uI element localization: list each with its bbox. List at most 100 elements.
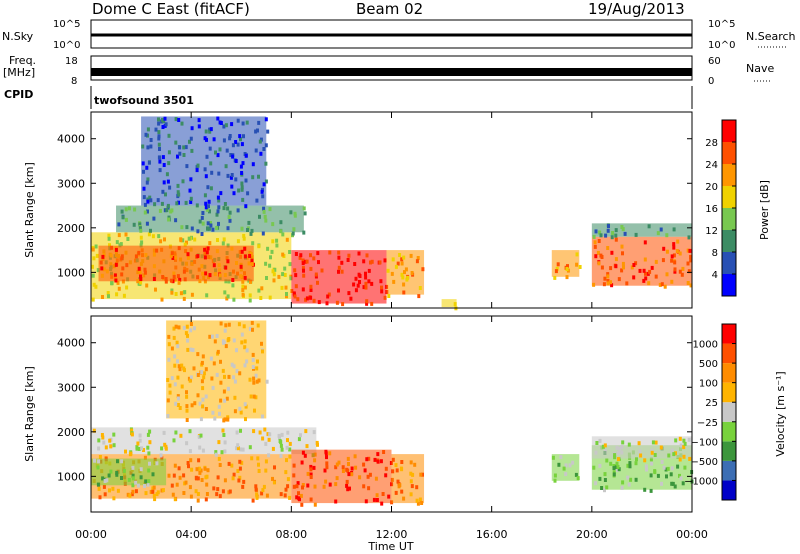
power-cell <box>217 205 221 210</box>
velocity-cell <box>267 453 271 458</box>
velocity-cell <box>601 444 605 449</box>
power-cell <box>162 180 166 185</box>
velocity-cell <box>130 432 134 437</box>
velocity-cell <box>666 466 670 471</box>
power-cell <box>157 234 161 239</box>
power-cell <box>224 265 228 270</box>
velocity-cell <box>325 461 329 466</box>
power-cell <box>157 130 161 135</box>
power-cell <box>270 249 274 254</box>
power-cell <box>120 254 124 259</box>
power-cell <box>154 287 157 292</box>
power-cell <box>268 295 272 300</box>
power-cell <box>223 202 227 206</box>
velocity-cell <box>176 394 180 399</box>
velocity-cell <box>615 461 619 466</box>
power-cell <box>309 284 313 289</box>
power-cell <box>107 294 110 299</box>
velocity-cell <box>131 476 135 481</box>
velocity-y-label: Slant Range [km] <box>23 366 36 462</box>
velocity-cell <box>151 472 155 477</box>
velocity-colorbar-segment <box>722 382 736 403</box>
power-cell <box>606 228 610 233</box>
velocity-cell <box>220 450 224 455</box>
power-cell <box>109 253 113 258</box>
power-cell <box>185 164 189 169</box>
power-panel: 1000 2000 3000 4000 Slant Range [km] 4 8 12 16… <box>23 111 771 311</box>
power-cell <box>158 159 162 164</box>
power-cell <box>670 258 674 263</box>
velocity-cell <box>345 467 349 472</box>
power-cell <box>178 277 182 282</box>
velocity-cell <box>147 479 151 484</box>
power-cell <box>171 256 175 260</box>
power-region-1 <box>98 245 254 282</box>
velocity-cell <box>653 470 657 475</box>
power-cell <box>400 272 404 277</box>
power-cell <box>209 221 212 225</box>
power-cell <box>203 247 207 252</box>
velocity-cell <box>559 455 563 460</box>
freq-tick-top: 18 <box>65 56 78 67</box>
power-cell <box>670 254 674 259</box>
velocity-cell <box>243 363 247 368</box>
velocity-cell <box>292 484 296 489</box>
power-cell <box>243 246 247 251</box>
velocity-cell <box>179 433 183 438</box>
power-cell <box>275 243 279 248</box>
power-cell <box>217 171 221 176</box>
velocity-cell <box>605 485 609 490</box>
power-cell <box>146 177 150 182</box>
power-cell <box>256 128 259 133</box>
power-cell <box>302 273 306 278</box>
velocity-cell <box>122 468 126 473</box>
velocity-cell <box>194 475 198 480</box>
power-cell <box>673 267 677 272</box>
velocity-cell <box>137 447 141 451</box>
velocity-cell <box>667 453 671 458</box>
velocity-cell <box>621 440 625 445</box>
power-cell <box>161 125 165 129</box>
velocity-cell <box>226 338 230 343</box>
velocity-cell <box>192 366 196 371</box>
velocity-cell <box>182 491 186 495</box>
power-cell <box>643 240 647 245</box>
power-cell <box>293 268 297 273</box>
power-cell <box>416 256 420 260</box>
velocity-cell <box>267 437 271 442</box>
velocity-cell <box>682 454 686 459</box>
power-cell <box>161 275 165 279</box>
velocity-cell <box>224 344 228 349</box>
velocity-cell <box>261 349 264 354</box>
velocity-cell <box>251 498 255 503</box>
velocity-cell <box>301 485 304 490</box>
power-cell <box>228 218 232 223</box>
velocity-cell <box>174 430 178 435</box>
velocity-colorbar-tick-label: −500 <box>691 457 718 468</box>
velocity-cell <box>185 404 189 409</box>
power-cell <box>316 280 319 285</box>
power-cell <box>144 132 148 137</box>
velocity-cell <box>551 455 555 460</box>
power-cell <box>380 285 383 290</box>
velocity-cell <box>603 478 607 482</box>
velocity-cell <box>286 438 289 443</box>
power-cell <box>231 143 235 148</box>
velocity-cell <box>297 437 301 442</box>
velocity-ytick-label: 2000 <box>57 426 85 439</box>
power-cell <box>654 259 658 264</box>
power-cell <box>139 277 143 281</box>
velocity-cell <box>196 476 200 481</box>
velocity-cell <box>236 469 240 473</box>
power-cell <box>284 285 288 290</box>
velocity-cell <box>309 467 313 472</box>
velocity-cell <box>375 493 379 498</box>
velocity-cell <box>196 352 200 357</box>
velocity-cell <box>219 359 222 364</box>
power-cell <box>205 137 208 142</box>
velocity-cell <box>254 395 258 400</box>
power-cell <box>145 180 149 185</box>
velocity-cell <box>564 463 568 468</box>
power-cell <box>219 191 223 196</box>
velocity-cell <box>232 472 236 477</box>
